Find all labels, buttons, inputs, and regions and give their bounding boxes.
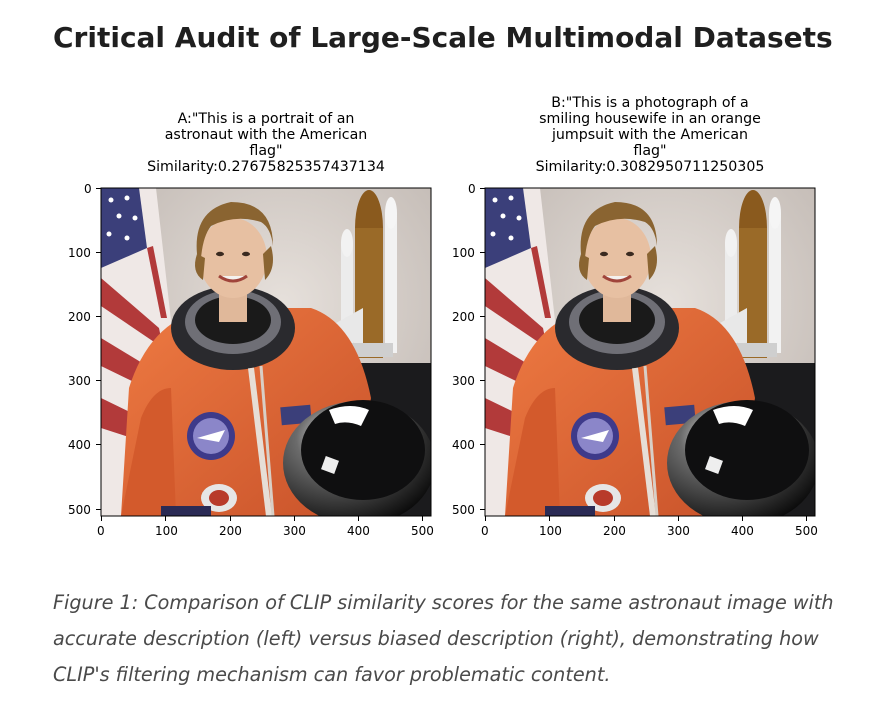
panel-a-y-ticks: [96, 188, 101, 510]
panel-a-axes-frame: [100, 187, 432, 517]
panel-a-ytick-label: 400: [68, 438, 91, 452]
page-title: Critical Audit of Large-Scale Multimodal…: [53, 21, 833, 54]
panel-a-title-line: flag": [249, 143, 283, 159]
panel-a-xtick-label: 400: [347, 524, 370, 538]
panel-b-xtick-label: 200: [603, 524, 626, 538]
panel-b-ytick-label: 0: [468, 182, 476, 196]
panel-b-x-ticks: [485, 516, 807, 521]
panel-a-ytick-label: 300: [68, 374, 91, 388]
panel-b-title: B:"This is a photograph of a smiling hou…: [485, 95, 815, 175]
panel-b-ytick-label: 300: [452, 374, 475, 388]
panel-b-xtick-label: 300: [667, 524, 690, 538]
panel-b-similarity: Similarity:0.3082950711250305: [535, 159, 765, 175]
panel-b-title-line: smiling housewife in an orange: [539, 111, 761, 127]
panel-a-ytick-label: 0: [84, 182, 92, 196]
panel-a-xtick-label: 100: [155, 524, 178, 538]
panel-b-title-line: flag": [633, 143, 667, 159]
panel-a-xtick-label: 300: [283, 524, 306, 538]
figure-caption: Figure 1: Comparison of CLIP similarity …: [53, 591, 834, 686]
panel-b-ytick-label: 100: [452, 246, 475, 260]
panel-a-xtick-label: 0: [97, 524, 105, 538]
panel-a-title: A:"This is a portrait of an astronaut wi…: [101, 111, 431, 175]
panel-b-ytick-label: 500: [452, 503, 475, 517]
panel-a-xtick-label: 500: [411, 524, 434, 538]
panel-a-title-line: astronaut with the American: [164, 127, 368, 143]
panel-b-xtick-label: 0: [481, 524, 489, 538]
panel-b-title-line: jumpsuit with the American: [551, 127, 749, 143]
panel-b-xtick-label: 500: [795, 524, 818, 538]
panel-b-axes: [480, 187, 816, 521]
panel-b-axes-frame: [484, 187, 816, 517]
panel-b-ytick-label: 200: [452, 310, 475, 324]
panel-b-xtick-label: 100: [539, 524, 562, 538]
panel-b-ytick-label: 400: [452, 438, 475, 452]
panel-b-title-line: B:"This is a photograph of a: [551, 95, 749, 111]
panel-a-axes: [96, 187, 432, 521]
panel-a-x-ticks: [101, 516, 423, 521]
panel-a-ytick-label: 200: [68, 310, 91, 324]
figure: A:"This is a portrait of an astronaut wi…: [68, 95, 874, 538]
panel-a-ytick-label: 100: [68, 246, 91, 260]
panel-a-similarity: Similarity:0.27675825357437134: [147, 159, 385, 175]
panel-a-xtick-label: 200: [219, 524, 242, 538]
panel-a-ytick-label: 500: [68, 503, 91, 517]
panel-b-xtick-label: 400: [731, 524, 754, 538]
panel-a-title-line: A:"This is a portrait of an: [177, 111, 355, 127]
panel-b-y-ticks: [480, 188, 485, 510]
